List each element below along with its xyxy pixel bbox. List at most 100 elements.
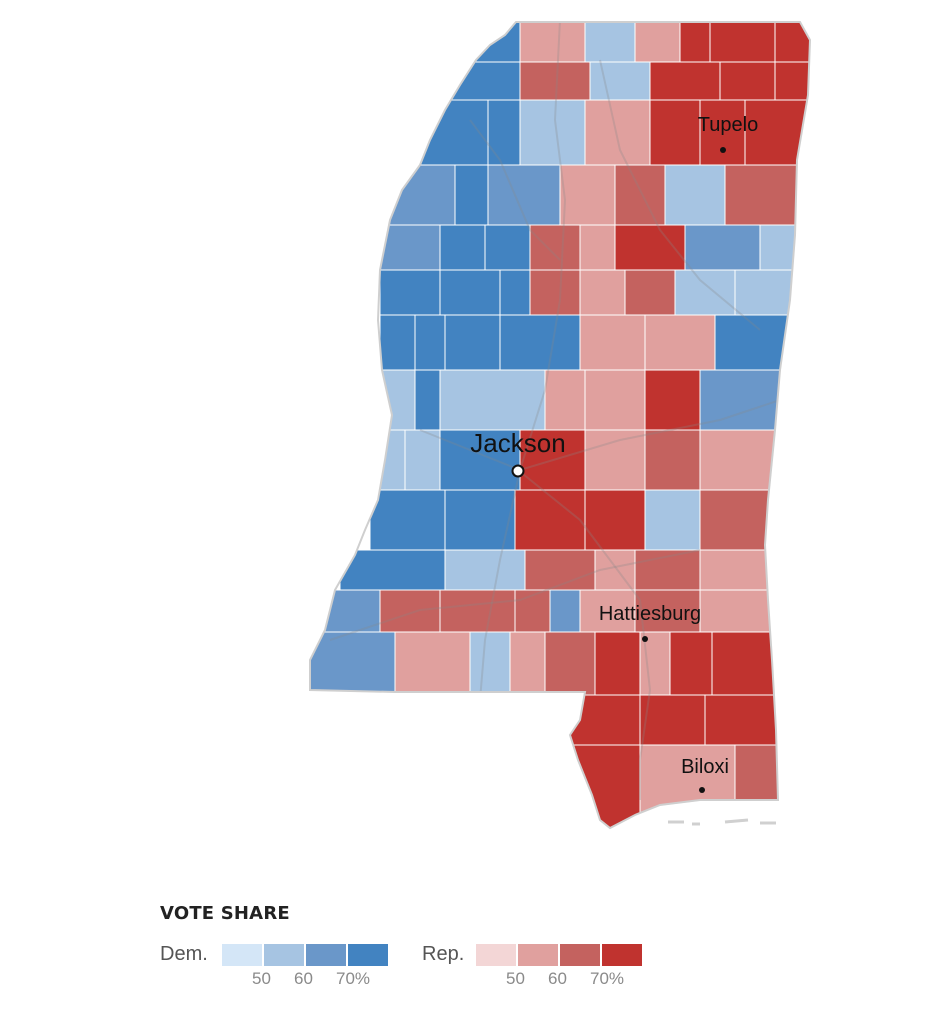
county — [664, 164, 726, 226]
city-tupelo: Tupelo — [698, 114, 758, 153]
legend-dem-swatch — [348, 944, 388, 966]
county — [379, 429, 406, 491]
county — [594, 631, 641, 696]
county — [509, 631, 546, 696]
city-dot-icon — [642, 636, 648, 642]
county — [499, 269, 531, 316]
road-layer — [329, 22, 781, 800]
city-label: Tupelo — [698, 114, 758, 136]
county — [634, 22, 681, 63]
county — [394, 631, 471, 696]
capital-circle-icon — [511, 464, 525, 478]
county — [414, 369, 441, 431]
county — [589, 61, 651, 101]
legend-rep-swatch — [560, 944, 600, 966]
county — [487, 99, 521, 166]
county — [579, 224, 616, 271]
county — [444, 314, 501, 371]
county — [774, 61, 810, 101]
county — [734, 269, 810, 316]
county — [634, 549, 701, 591]
legend-rep-label: Rep. — [422, 943, 465, 965]
county — [584, 489, 646, 551]
county — [584, 369, 646, 431]
county — [379, 269, 441, 316]
county — [499, 314, 581, 371]
county — [444, 549, 526, 591]
city-label: Hattiesburg — [599, 603, 701, 625]
county — [514, 489, 586, 551]
county — [614, 164, 666, 226]
city-label: Biloxi — [681, 756, 729, 778]
county — [404, 429, 441, 491]
county — [469, 631, 511, 696]
county — [519, 429, 586, 491]
county — [699, 489, 810, 551]
city-dot-icon — [699, 787, 705, 793]
legend-rep-tick: 60 — [548, 969, 567, 988]
road-line — [469, 119, 561, 261]
county — [639, 694, 706, 746]
county — [649, 61, 721, 101]
county — [439, 224, 486, 271]
county — [559, 164, 616, 226]
city-biloxi: Biloxi — [681, 756, 729, 793]
county — [639, 631, 671, 696]
county — [669, 631, 713, 696]
county — [774, 22, 810, 63]
city-label: Jackson — [470, 428, 565, 458]
county — [584, 429, 646, 491]
vote-share-legend: VOTE SHARE Dem. 50 60 70% Rep. 50 60 70% — [160, 903, 680, 1003]
county — [644, 489, 701, 551]
county — [684, 224, 761, 271]
legend-rep-swatch — [476, 944, 516, 966]
county — [369, 489, 446, 551]
barrier-islands — [668, 818, 776, 826]
county — [644, 369, 701, 431]
county — [529, 269, 581, 316]
county — [759, 224, 810, 271]
county — [594, 549, 636, 591]
county — [379, 224, 441, 271]
county — [524, 549, 596, 591]
county — [704, 694, 810, 746]
county — [310, 631, 396, 696]
county — [724, 164, 810, 226]
county — [549, 589, 581, 633]
legend-dem-tick: 60 — [294, 969, 313, 988]
road-line — [419, 399, 781, 472]
county — [439, 369, 546, 431]
county — [454, 164, 489, 226]
county — [679, 22, 711, 63]
county — [519, 99, 586, 166]
road-line — [329, 549, 701, 641]
county — [529, 224, 581, 271]
legend-dem-swatch — [264, 944, 304, 966]
county-layer — [310, 22, 810, 828]
county — [439, 589, 516, 633]
road-line — [599, 59, 761, 331]
legend-dem-label: Dem. — [160, 943, 208, 965]
county — [699, 589, 810, 633]
road-line — [517, 469, 652, 800]
county — [439, 269, 501, 316]
county — [379, 589, 441, 633]
county — [649, 99, 701, 166]
county — [644, 314, 716, 371]
legend-dem-tick: 50 — [252, 969, 271, 988]
legend-rep-swatch — [518, 944, 558, 966]
county — [674, 269, 736, 316]
legend-rep-tick: 50 — [506, 969, 525, 988]
county — [714, 314, 810, 371]
county — [579, 314, 646, 371]
county — [484, 224, 531, 271]
county — [584, 22, 636, 63]
legend-dem-swatch — [306, 944, 346, 966]
county — [519, 61, 591, 101]
county — [519, 22, 586, 63]
legend-rep-tick: 70% — [590, 969, 625, 988]
city-dot-icon — [720, 147, 726, 153]
county — [709, 22, 776, 63]
city-jackson: Jackson — [470, 428, 566, 478]
county — [699, 429, 810, 491]
